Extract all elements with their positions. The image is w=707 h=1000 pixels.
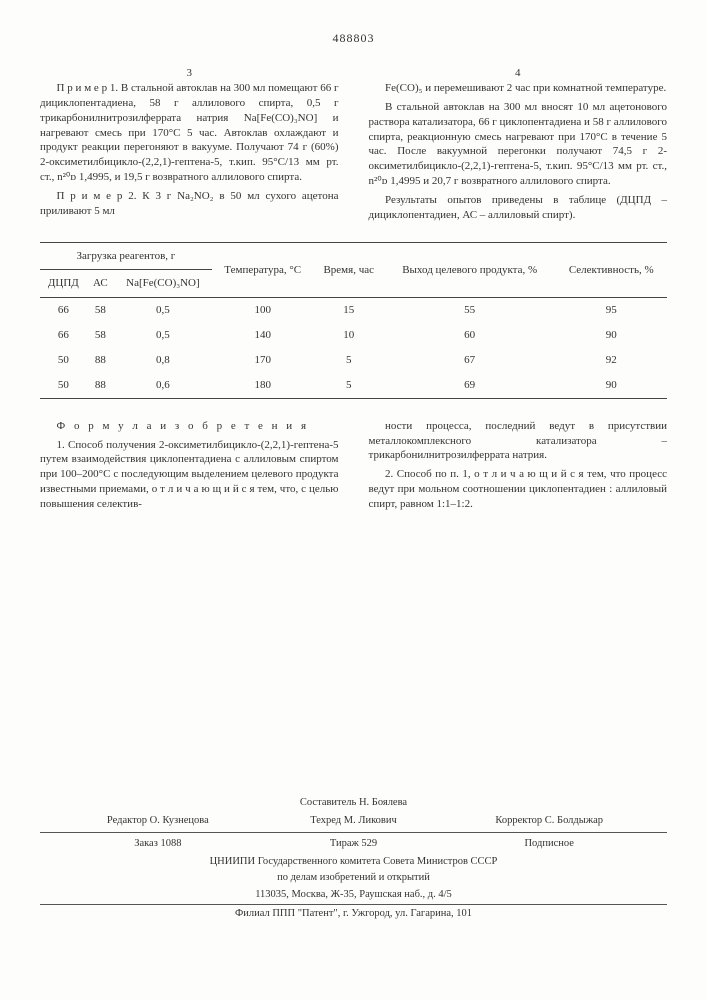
page-num-right: 4 <box>369 66 668 81</box>
claims-right: ности процесса, последний ведут в присут… <box>369 419 668 516</box>
table-row: 50880,817056792 <box>40 348 667 373</box>
claim-2: 2. Способ по п. 1, о т л и ч а ю щ и й с… <box>369 467 668 512</box>
branch: Филиал ППП "Патент", г. Ужгород, ул. Гаг… <box>40 907 667 921</box>
th-temp: Температура, °С <box>212 242 314 298</box>
org2: по делам изобретений и открытий <box>40 871 667 885</box>
body-columns: 3 П р и м е р 1. В стальной автоклав на … <box>40 66 667 226</box>
corrector: Корректор С. Болдыжар <box>451 814 647 828</box>
right-para-2: В стальной автоклав на 300 мл вносят 10 … <box>369 100 668 189</box>
techred: Техред М. Ликович <box>256 814 452 828</box>
editor: Редактор О. Кузнецова <box>60 814 256 828</box>
patent-number: 488803 <box>40 30 667 46</box>
results-table: Загрузка реагентов, г Температура, °С Вр… <box>40 242 667 399</box>
tirage: Тираж 529 <box>256 837 452 851</box>
table-row: 50880,618056990 <box>40 373 667 398</box>
right-column: 4 Fe(CO)₅ и перемешивают 2 час при комна… <box>369 66 668 226</box>
claims-columns: Ф о р м у л а и з о б р е т е н и я 1. С… <box>40 419 667 516</box>
table-row: 66580,5140106090 <box>40 323 667 348</box>
right-para-3: Результаты опытов приведены в таблице (Д… <box>369 193 668 223</box>
signed: Подписное <box>451 837 647 851</box>
th-ac: АС <box>87 270 114 298</box>
left-column: 3 П р и м е р 1. В стальной автоклав на … <box>40 66 339 226</box>
th-yield: Выход целевого продукта, % <box>384 242 556 298</box>
th-time: Время, час <box>314 242 384 298</box>
right-para-1: Fe(CO)₅ и перемешивают 2 час при комнатн… <box>369 81 668 96</box>
table-body: 66580,5100155595 66580,5140106090 50880,… <box>40 298 667 398</box>
left-para-2: П р и м е р 2. К 3 г Na₂NO₂ в 50 мл сухо… <box>40 189 339 219</box>
th-cat: Na[Fe(CO)₃NO] <box>114 270 212 298</box>
table-row: 66580,5100155595 <box>40 298 667 323</box>
th-select: Селективность, % <box>555 242 667 298</box>
footer: Составитель Н. Боялева Редактор О. Кузне… <box>40 796 667 921</box>
th-dcpd: ДЦПД <box>40 270 87 298</box>
addr: 113035, Москва, Ж-35, Раушская наб., д. … <box>40 888 667 902</box>
order: Заказ 1088 <box>60 837 256 851</box>
claims-left: Ф о р м у л а и з о б р е т е н и я 1. С… <box>40 419 339 516</box>
th-group: Загрузка реагентов, г <box>40 242 212 270</box>
claim-1: 1. Способ получения 2-оксиметилбицикло-(… <box>40 438 339 512</box>
claim-1-cont: ности процесса, последний ведут в присут… <box>369 419 668 464</box>
left-para-1: П р и м е р 1. В стальной автоклав на 30… <box>40 81 339 185</box>
compiler: Составитель Н. Боялева <box>40 796 667 810</box>
page-num-left: 3 <box>40 66 339 81</box>
org1: ЦНИИПИ Государственного комитета Совета … <box>40 855 667 869</box>
formula-title: Ф о р м у л а и з о б р е т е н и я <box>40 419 339 434</box>
